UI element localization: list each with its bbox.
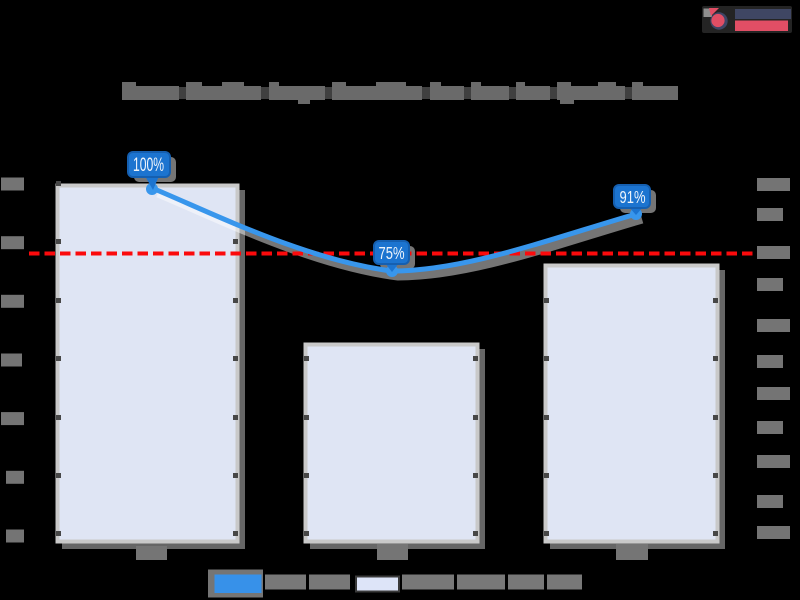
svg-text:100%: 100% bbox=[133, 155, 164, 176]
svg-text:75%: 75% bbox=[379, 243, 405, 263]
svg-text:91%: 91% bbox=[620, 187, 646, 207]
